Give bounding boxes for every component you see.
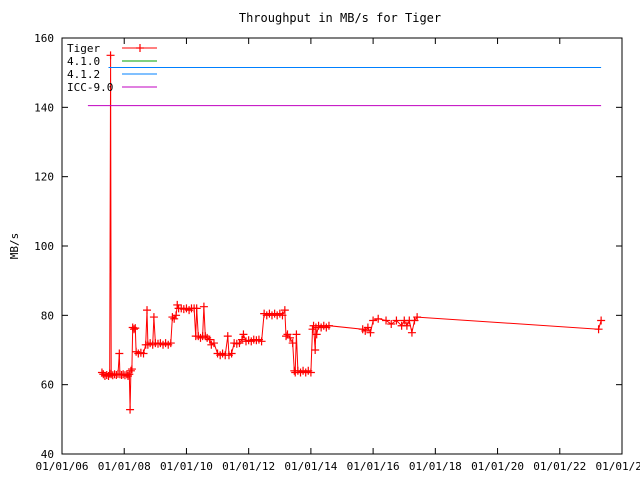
data-point: [382, 316, 391, 325]
series-layer: [87, 51, 606, 414]
data-point: [106, 51, 115, 60]
data-point: [199, 302, 208, 311]
data-point: [407, 328, 416, 337]
data-point: [239, 330, 248, 339]
data-point: [366, 328, 375, 337]
y-tick-label: 140: [34, 101, 54, 114]
y-tick-label: 120: [34, 171, 54, 184]
data-point: [392, 316, 401, 325]
data-point: [126, 366, 135, 375]
legend-label: Tiger: [67, 42, 100, 55]
data-point: [126, 405, 135, 414]
data-point: [280, 306, 289, 315]
data-point: [413, 313, 422, 322]
data-point: [201, 332, 210, 341]
data-point: [143, 306, 152, 315]
x-tick-label: 01/01/24: [596, 460, 640, 473]
data-point: [127, 365, 136, 374]
data-point: [99, 370, 108, 379]
data-point: [115, 349, 124, 358]
data-point: [227, 349, 236, 358]
y-tick-label: 160: [34, 32, 54, 45]
data-point: [288, 339, 297, 348]
data-point: [311, 346, 320, 354]
data-point: [282, 332, 291, 341]
data-point: [173, 300, 182, 309]
x-tick-label: 01/01/12: [222, 460, 275, 473]
y-tick-label: 80: [41, 309, 54, 322]
data-point: [278, 311, 287, 320]
data-point: [166, 339, 175, 348]
data-point: [139, 349, 148, 358]
data-point: [209, 339, 218, 348]
data-point: [205, 335, 214, 344]
data-point: [257, 337, 266, 346]
data-point: [129, 325, 138, 334]
data-point: [387, 320, 396, 328]
data-point: [149, 313, 158, 322]
y-tick-label: 100: [34, 240, 54, 253]
x-axis: 01/01/06 01/01/08 01/01/10 01/01/12 01/01/14…: [36, 38, 640, 473]
plot-frame: [61, 37, 623, 455]
data-point: [124, 372, 133, 380]
y-axis: 40 60 80 100 120 140 160: [34, 32, 622, 461]
data-point: [125, 370, 134, 379]
legend-label: ICC-9.0: [67, 81, 113, 94]
legend-label: 4.1.2: [67, 68, 100, 81]
data-point: [369, 316, 378, 325]
y-tick-label: 60: [41, 379, 54, 392]
x-tick-label: 01/01/08: [98, 460, 151, 473]
data-point: [172, 311, 181, 320]
data-point: [594, 325, 603, 334]
y-axis-label: MB/s: [8, 233, 21, 260]
data-point: [131, 324, 140, 333]
data-point: [402, 321, 411, 330]
chart-title: Throughput in MB/s for Tiger: [239, 11, 441, 25]
data-point: [324, 321, 333, 330]
data-point: [237, 335, 246, 344]
data-point: [192, 304, 201, 313]
data-point: [363, 323, 372, 332]
x-tick-label: 01/01/06: [36, 460, 89, 473]
x-tick-label: 01/01/10: [160, 460, 213, 473]
data-point: [168, 313, 177, 322]
x-tick-label: 01/01/22: [533, 460, 586, 473]
data-point: [286, 333, 295, 342]
data-point: [597, 316, 606, 325]
x-tick-label: 01/01/18: [409, 460, 462, 473]
x-tick-label: 01/01/20: [471, 460, 524, 473]
y-tick-label: 40: [41, 448, 54, 461]
data-point: [292, 330, 301, 339]
legend-label: 4.1.0: [67, 55, 100, 68]
data-point: [170, 314, 179, 323]
x-tick-label: 01/01/16: [347, 460, 400, 473]
series-line-0: [101, 55, 602, 410]
data-point: [306, 368, 315, 377]
x-tick-label: 01/01/14: [284, 460, 337, 473]
data-point: [312, 330, 321, 339]
data-point: [374, 314, 383, 323]
data-point: [308, 325, 317, 334]
data-point: [223, 332, 232, 341]
legend-marker: [136, 44, 144, 52]
